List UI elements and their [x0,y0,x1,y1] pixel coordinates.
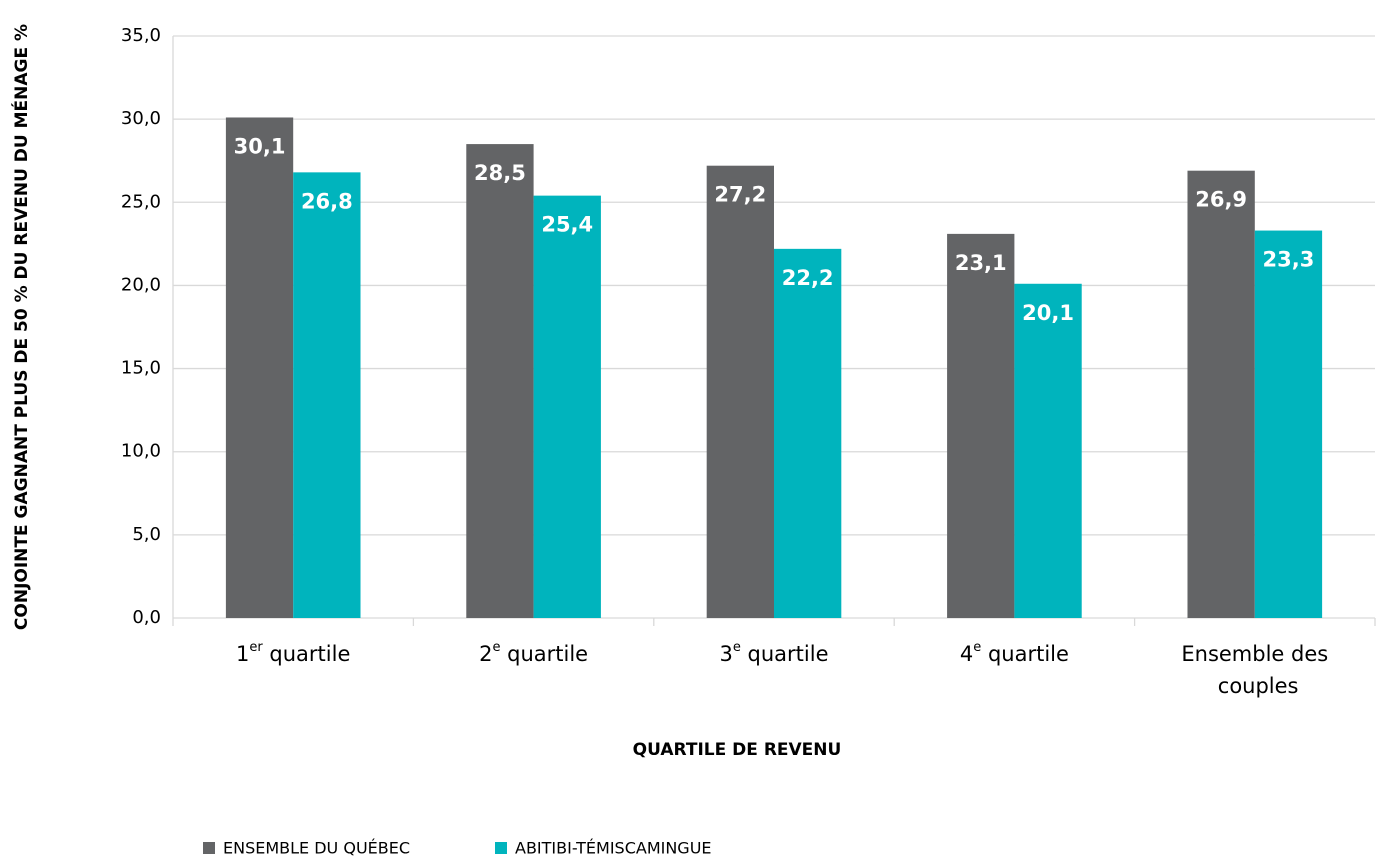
bar [706,165,774,618]
bar [947,233,1015,618]
y-tick-label: 15,0 [121,358,161,379]
x-tick-label: Ensemble des couples [1181,642,1328,698]
x-tick-label: 1er quartile [236,640,350,667]
data-label: 23,1 [955,251,1007,275]
data-label: 26,9 [1195,188,1247,212]
y-tick-label: 0,0 [132,607,161,628]
x-tick-label: 4e quartile [960,640,1069,667]
y-tick-label: 5,0 [132,524,161,545]
bar [774,248,842,619]
data-label: 20,1 [1022,301,1074,325]
bar [293,172,361,618]
legend-label: ENSEMBLE DU QUÉBEC [223,839,410,858]
legend-swatch [203,842,215,854]
y-tick-label: 35,0 [121,25,161,46]
x-axis-title: QUARTILE DE REVENU [633,740,842,760]
data-label: 23,3 [1263,248,1315,272]
y-axis-title: CONJOINTE GAGNANT PLUS DE 50 % DU REVENU… [10,24,32,630]
y-tick-label: 10,0 [121,441,161,462]
data-label: 26,8 [301,189,353,213]
legend-label: ABITIBI-TÉMISCAMINGUE [515,839,712,858]
bar [225,117,294,618]
x-tick-label: 2e quartile [479,640,588,667]
bar [1014,283,1082,618]
bar [466,144,534,619]
bar [533,195,601,619]
data-label: 28,5 [474,161,526,185]
data-label: 27,2 [714,183,766,207]
data-label: 22,2 [782,266,834,290]
data-label: 30,1 [234,134,286,158]
data-label: 25,4 [541,213,593,237]
y-tick-label: 25,0 [121,191,161,212]
bar [1187,170,1255,619]
y-tick-label: 30,0 [121,108,161,129]
x-tick-label: 3e quartile [719,640,828,667]
legend-swatch [495,842,507,854]
bar [1254,230,1323,618]
y-tick-label: 20,0 [121,274,161,295]
